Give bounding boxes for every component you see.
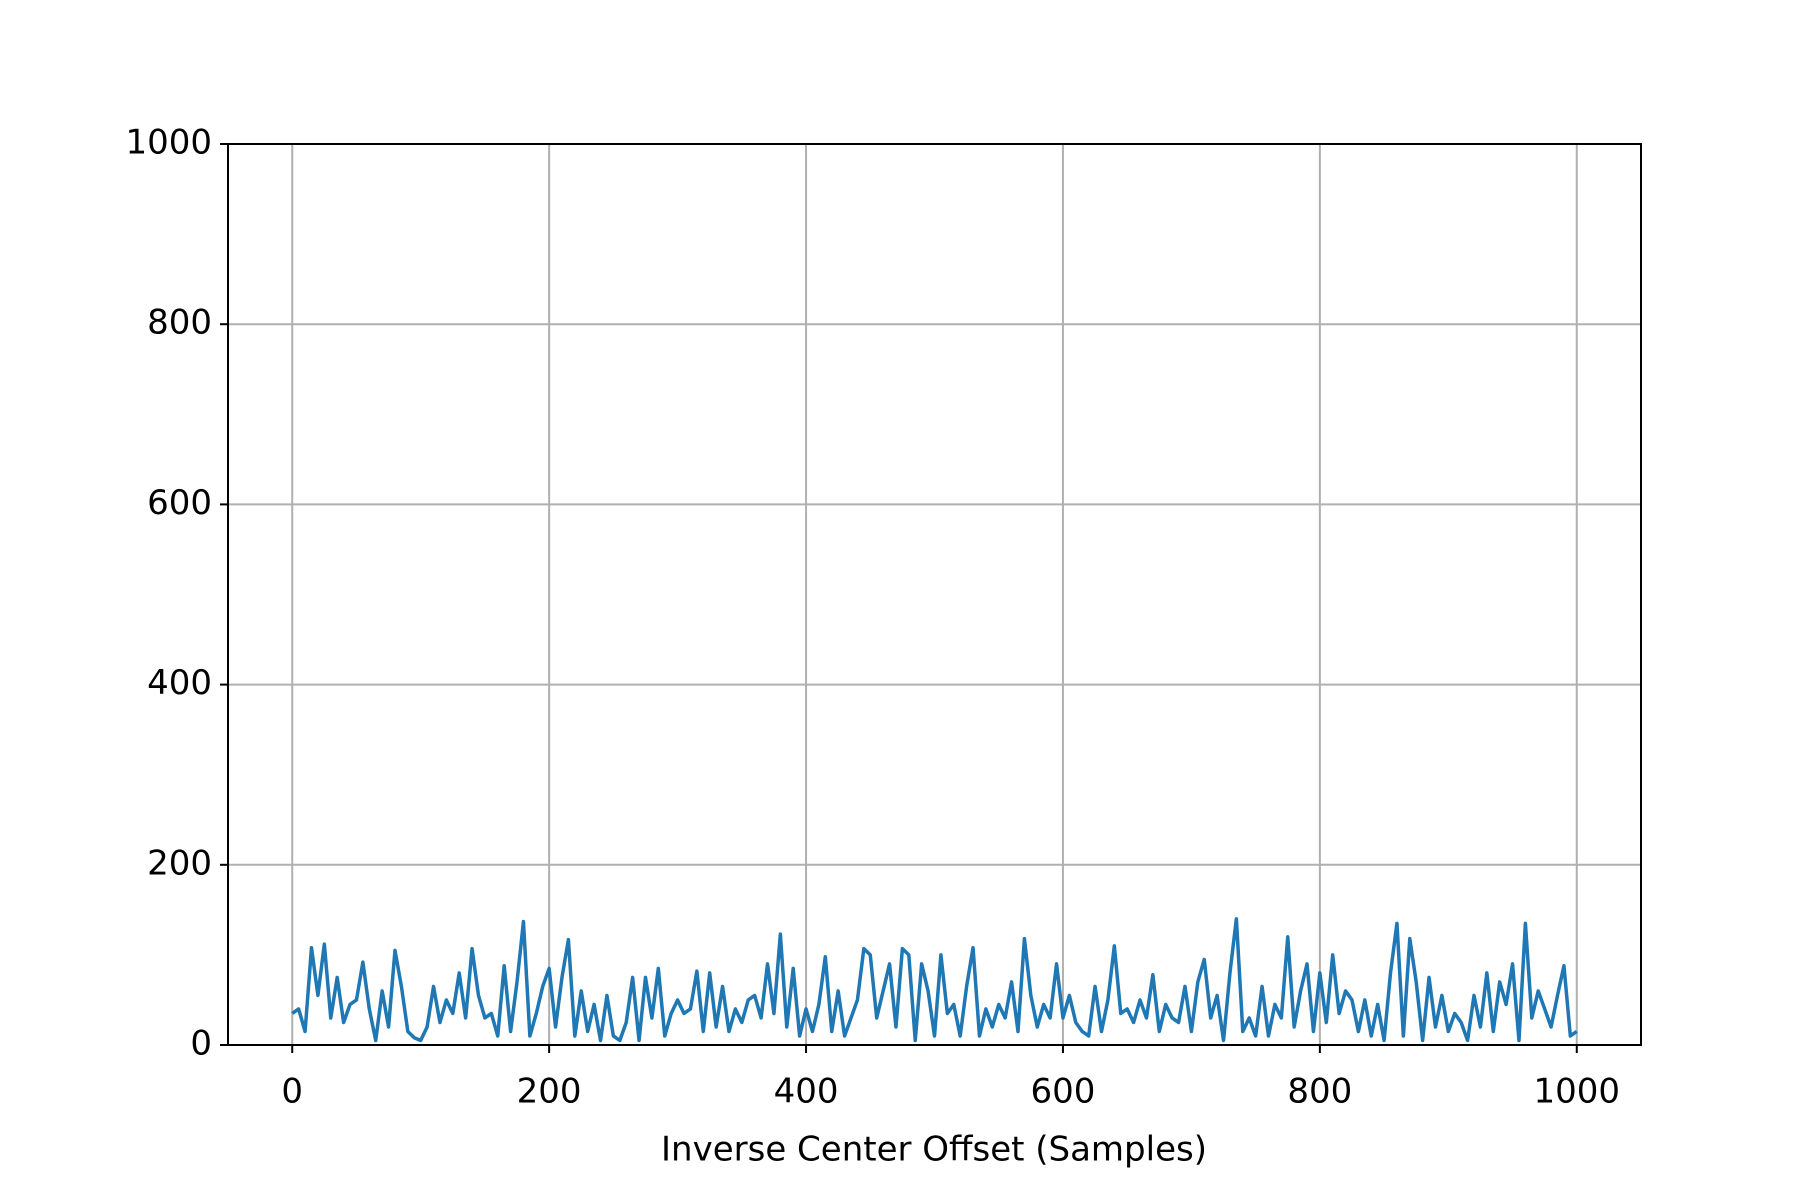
x-tick-label: 200 <box>517 1072 582 1112</box>
y-tick-label: 0 <box>190 1024 212 1064</box>
data-line <box>291 917 1578 1043</box>
x-tick-label: 400 <box>774 1072 839 1112</box>
y-tick-label: 600 <box>147 483 212 523</box>
x-axis-label: Inverse Center Offset (Samples) <box>661 1130 1207 1170</box>
y-tick-label: 400 <box>147 663 212 703</box>
x-tick-label: 0 <box>281 1072 303 1112</box>
y-tick-label: 800 <box>147 303 212 343</box>
plot-frame <box>227 143 1642 1046</box>
x-tick-label: 1000 <box>1534 1072 1621 1112</box>
x-tick-label: 600 <box>1031 1072 1096 1112</box>
x-tick-label: 800 <box>1287 1072 1352 1112</box>
y-tick-label: 200 <box>147 843 212 883</box>
y-tick-label: 1000 <box>125 123 212 163</box>
